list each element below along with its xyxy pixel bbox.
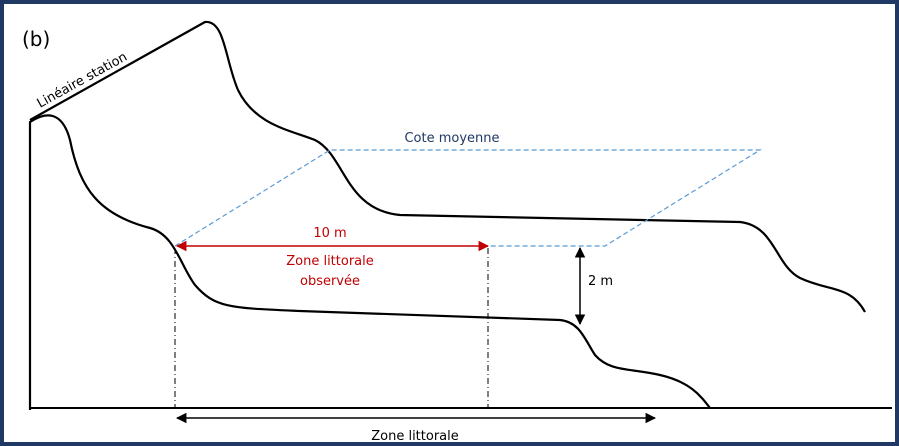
back-profile: [29, 20, 866, 313]
front-profile: [28, 114, 711, 410]
level-label: Cote moyenne: [404, 131, 499, 146]
panel-label: (b): [22, 27, 50, 51]
mean-level-plane: [174, 149, 763, 247]
observed-zone-label: Zone littorale: [286, 254, 374, 269]
distance-label: 10 m: [313, 226, 346, 241]
observed-zone-label: observée: [300, 274, 360, 289]
height-label: 2 m: [588, 274, 613, 289]
zone-label: Zone littorale: [371, 429, 459, 444]
